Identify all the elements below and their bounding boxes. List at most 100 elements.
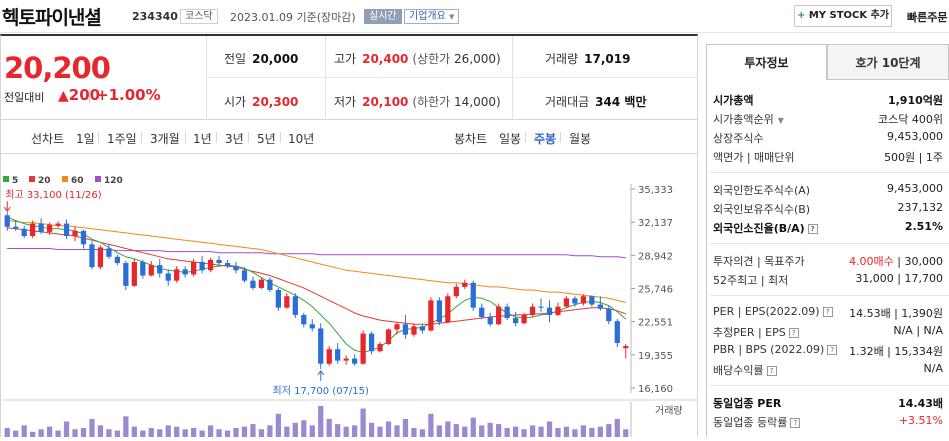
volume-bar bbox=[377, 426, 383, 437]
help-icon[interactable]: ? bbox=[790, 418, 801, 428]
volume-bar bbox=[114, 430, 121, 437]
candle-body bbox=[123, 263, 129, 286]
volume-bar bbox=[165, 425, 171, 437]
price-change: ▲200 bbox=[58, 86, 100, 104]
candle-body bbox=[250, 280, 256, 288]
candle-body bbox=[487, 317, 493, 325]
divider bbox=[710, 172, 949, 173]
period-weekly[interactable]: 주봉 bbox=[534, 132, 557, 146]
candle-body bbox=[199, 261, 205, 271]
period-3m[interactable]: 3개월 bbox=[150, 132, 180, 146]
candle-body bbox=[496, 306, 502, 325]
period-1d[interactable]: 1일 bbox=[76, 132, 95, 146]
price-change-value: 200 bbox=[68, 86, 101, 104]
add-mystock-button[interactable]: + MY STOCK 추가 bbox=[794, 5, 892, 27]
volume-bar bbox=[224, 430, 231, 437]
candle-body bbox=[385, 329, 392, 344]
candle-body bbox=[623, 346, 629, 349]
y-tick-label: 16,160 bbox=[638, 384, 673, 395]
volume-bar bbox=[529, 425, 536, 437]
legend-label: 5 bbox=[12, 176, 18, 186]
candle-body bbox=[63, 223, 70, 237]
period-monthly[interactable]: 월봉 bbox=[569, 132, 592, 146]
volume-bar bbox=[326, 418, 332, 437]
plus-icon: + bbox=[796, 10, 806, 21]
legend-swatch bbox=[29, 176, 35, 182]
volume-bar bbox=[343, 426, 349, 437]
divider bbox=[280, 132, 281, 143]
period-5y[interactable]: 5년 bbox=[257, 132, 276, 146]
tab-invest-info[interactable]: 투자정보 bbox=[706, 44, 827, 80]
help-icon[interactable]: ? bbox=[766, 366, 777, 376]
chevron-down-icon: ▼ bbox=[449, 13, 455, 21]
candle-body bbox=[597, 304, 603, 309]
period-1y[interactable]: 1년 bbox=[193, 132, 212, 146]
candle-body bbox=[419, 326, 426, 331]
volume-bar bbox=[301, 420, 307, 437]
candle-body bbox=[428, 300, 434, 331]
candle-body bbox=[207, 259, 214, 271]
volume-bar bbox=[411, 427, 417, 437]
candle-body bbox=[165, 273, 171, 281]
company-overview-dropdown[interactable]: 기업개요 ▼ bbox=[404, 9, 460, 24]
volume-bar bbox=[546, 421, 553, 437]
divider bbox=[207, 77, 697, 78]
candle-body bbox=[174, 269, 180, 281]
help-icon[interactable]: ? bbox=[822, 307, 833, 317]
candle-body bbox=[72, 230, 78, 237]
period-daily[interactable]: 일봉 bbox=[499, 132, 522, 146]
help-icon[interactable]: ? bbox=[807, 224, 818, 234]
candle-body bbox=[445, 296, 451, 323]
volume-bar bbox=[580, 425, 587, 437]
opinion-row: 투자의견 | 목표주가 4.00매수 | 30,000 bbox=[713, 255, 943, 268]
volume-bar bbox=[453, 424, 459, 437]
price-change-percent: +1.00% bbox=[96, 86, 161, 104]
volume-bar bbox=[538, 426, 544, 437]
y-tick-label: 35,333 bbox=[638, 185, 673, 196]
period-1w[interactable]: 1주일 bbox=[107, 132, 137, 146]
candle-body bbox=[284, 296, 290, 308]
industry-rate-row: 동일업종 등락률? +3.51% bbox=[713, 414, 943, 429]
volume-bar bbox=[216, 429, 222, 437]
y-tick-label: 22,551 bbox=[638, 318, 673, 329]
foreign-rate-row: 외국인소진율(B/A)? 2.51% bbox=[713, 220, 943, 235]
period-3y[interactable]: 3년 bbox=[225, 132, 244, 146]
help-icon[interactable]: ? bbox=[827, 345, 838, 355]
candle-body bbox=[402, 324, 409, 335]
candlestick-chart[interactable]: 5 20 60 120 35,333 32,137 28,942 25,746 22,551 19… bbox=[1, 154, 698, 437]
legend-label: 120 bbox=[104, 176, 123, 186]
candle-body bbox=[377, 343, 383, 352]
tab-orderbook[interactable]: 호가 10단계 bbox=[827, 44, 949, 80]
open-cell: 시가 20,300 bbox=[224, 95, 299, 109]
candle-body bbox=[275, 290, 281, 308]
fast-order-link[interactable]: 빠른주문 bbox=[907, 11, 948, 24]
candle-chart-label: 봉차트 bbox=[454, 132, 488, 146]
volume-bar bbox=[479, 425, 485, 437]
volume-bar bbox=[140, 430, 146, 437]
candle-body bbox=[326, 349, 332, 364]
divider bbox=[512, 36, 513, 120]
volume-bar bbox=[241, 426, 248, 437]
current-price: 20,200 bbox=[4, 51, 111, 85]
volume-bar bbox=[512, 426, 519, 437]
volume-bar bbox=[318, 406, 324, 437]
info-tabs: 투자정보 호가 10단계 bbox=[706, 44, 949, 80]
volume-bar bbox=[385, 421, 392, 437]
prev-close-cell: 전일 20,000 bbox=[224, 52, 299, 66]
y-tick-label: 19,355 bbox=[638, 351, 673, 362]
candle-body bbox=[97, 247, 104, 268]
line-chart-label: 선차트 bbox=[31, 132, 65, 146]
company-overview-label: 기업개요 bbox=[409, 11, 446, 22]
realtime-button[interactable]: 실시간 bbox=[364, 9, 402, 24]
candle-body bbox=[267, 279, 273, 291]
volume-bar bbox=[623, 429, 629, 437]
help-icon[interactable]: ? bbox=[788, 328, 799, 338]
volume-label: 거래량 bbox=[655, 405, 683, 417]
up-triangle-icon: ▲ bbox=[58, 88, 69, 104]
candle-body bbox=[512, 318, 519, 324]
est-per-row: 추정PER | EPS? N/A | N/A bbox=[713, 324, 943, 339]
dividend-row: 배당수익률? N/A bbox=[713, 362, 943, 377]
divider bbox=[98, 132, 99, 143]
period-10y[interactable]: 10년 bbox=[288, 132, 315, 146]
volume-bar bbox=[97, 425, 104, 437]
